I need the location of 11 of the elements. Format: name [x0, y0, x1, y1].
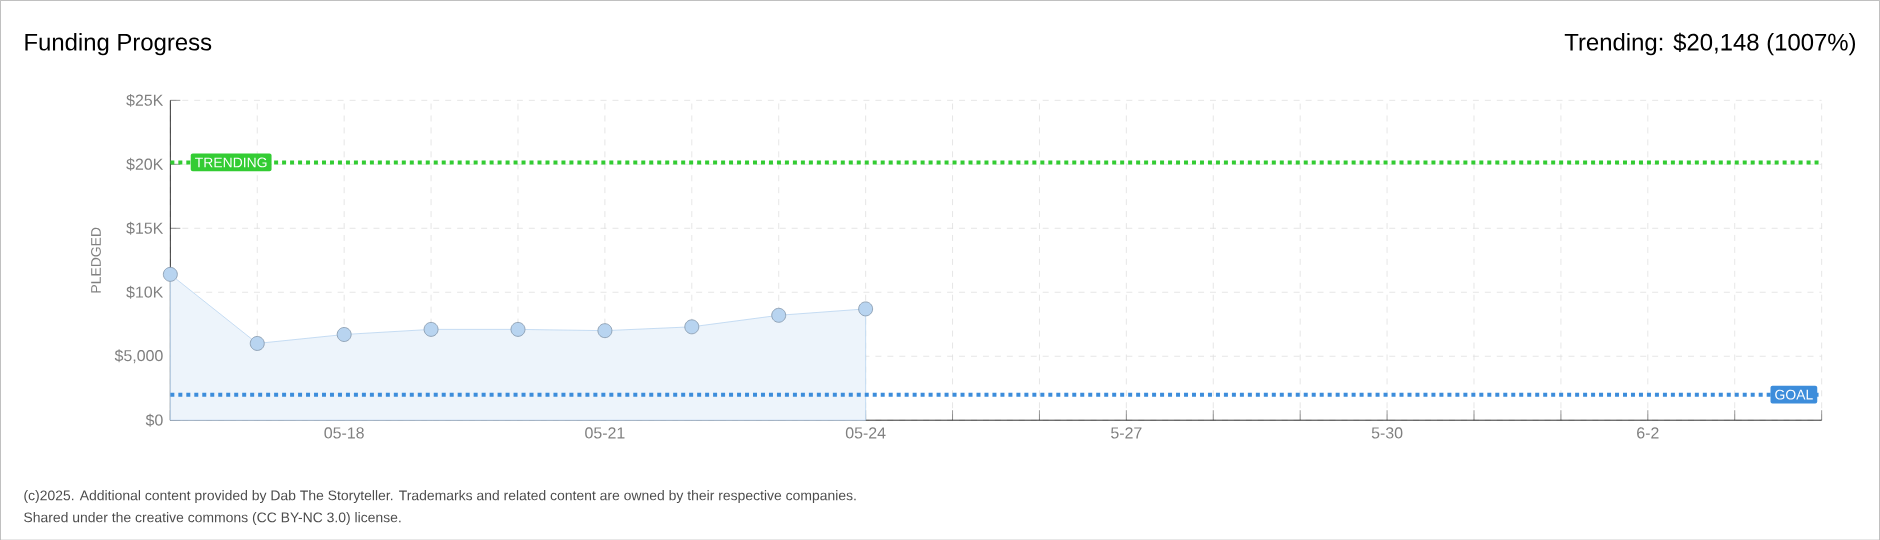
chart-title: Funding Progress — [25, 32, 212, 56]
point — [858, 301, 874, 317]
point — [249, 335, 265, 351]
chart-subtitle: Trending: $20,148 (1007%) — [1564, 32, 1856, 56]
point — [684, 319, 700, 334]
point — [162, 266, 178, 282]
point — [510, 321, 526, 337]
point — [423, 321, 439, 337]
point — [336, 326, 352, 342]
point — [771, 307, 787, 323]
point — [597, 322, 613, 338]
